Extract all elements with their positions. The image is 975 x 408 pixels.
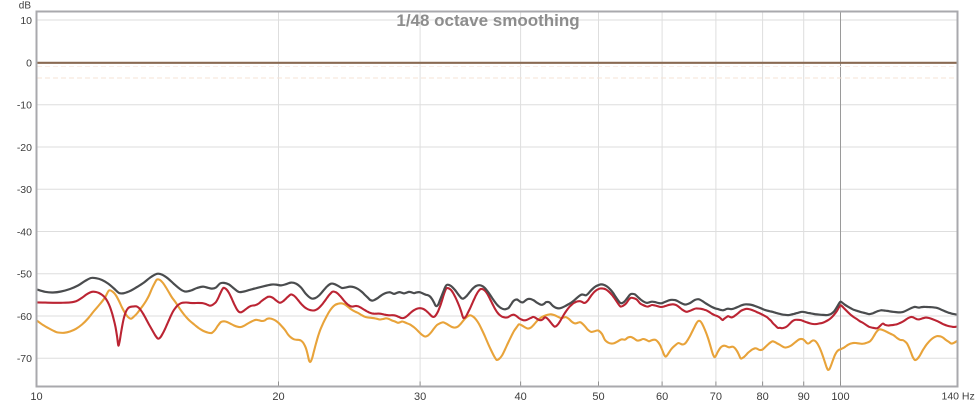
svg-text:70: 70 [710, 391, 722, 403]
svg-text:-60: -60 [17, 311, 32, 323]
svg-text:50: 50 [592, 391, 604, 403]
svg-text:140 Hz: 140 Hz [942, 391, 975, 403]
svg-text:-50: -50 [17, 269, 32, 281]
svg-text:60: 60 [656, 391, 668, 403]
svg-text:-20: -20 [17, 142, 32, 154]
svg-text:0: 0 [26, 57, 32, 69]
svg-text:-10: -10 [17, 100, 32, 112]
svg-text:1/48 octave smoothing: 1/48 octave smoothing [396, 11, 579, 30]
svg-text:-30: -30 [17, 184, 32, 196]
svg-text:40: 40 [514, 391, 526, 403]
svg-text:100: 100 [831, 391, 849, 403]
svg-text:-70: -70 [17, 353, 32, 365]
svg-text:90: 90 [798, 391, 810, 403]
svg-text:10: 10 [30, 391, 42, 403]
svg-text:dB: dB [19, 1, 32, 12]
svg-text:30: 30 [414, 391, 426, 403]
svg-text:20: 20 [272, 391, 284, 403]
svg-text:-40: -40 [17, 226, 32, 238]
svg-text:80: 80 [756, 391, 768, 403]
svg-text:10: 10 [20, 15, 32, 27]
